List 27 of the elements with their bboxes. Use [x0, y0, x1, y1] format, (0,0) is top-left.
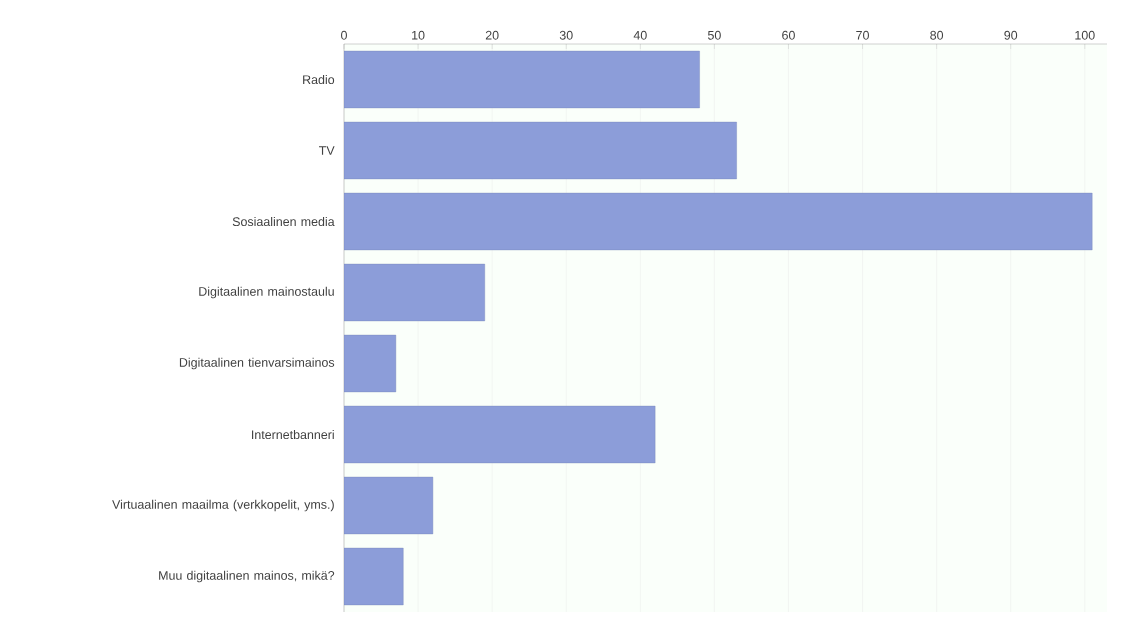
bar: [344, 547, 404, 606]
bar: [344, 50, 700, 109]
bar: [344, 476, 434, 535]
x-tick-label: 60: [782, 30, 795, 40]
x-tick-label: 100: [1075, 30, 1095, 40]
x-tick-label: 30: [559, 30, 573, 40]
y-tick-label: Digitaalinen mainostaulu: [199, 286, 334, 299]
x-tick-label: 20: [485, 30, 499, 40]
x-tick-label: 40: [633, 30, 647, 40]
y-tick-label: Virtuaalinen maailma (verkkopelit, yms.): [112, 499, 334, 512]
bar: [344, 405, 656, 464]
x-tick-label: 80: [930, 30, 944, 40]
bar: [344, 121, 737, 180]
x-tick-label: 90: [1004, 30, 1018, 40]
y-tick-label: Internetbanneri: [252, 429, 334, 440]
bar: [344, 192, 1093, 251]
y-tick-label: Muu digitaalinen mainos, mikä?: [159, 570, 335, 583]
y-tick-label: Radio: [303, 74, 335, 85]
x-tick-label: 0: [341, 30, 347, 40]
x-tick-label: 10: [412, 30, 425, 40]
y-tick-label: Digitaalinen tienvarsimainos: [179, 357, 335, 370]
y-tick-label: TV: [319, 146, 335, 155]
x-tick-label: 50: [707, 30, 721, 40]
y-tick-label: Sosiaalinen media: [232, 216, 335, 227]
bar: [344, 263, 485, 322]
x-tick-label: 70: [856, 30, 869, 40]
bar: [344, 334, 397, 393]
